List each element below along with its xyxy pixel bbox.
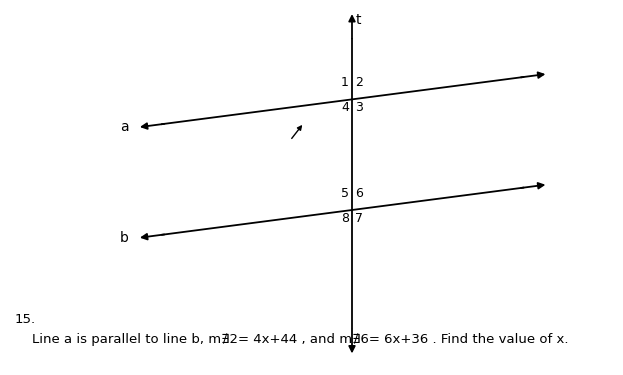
Text: 6: 6 bbox=[355, 187, 363, 200]
Text: 5: 5 bbox=[341, 187, 349, 200]
Text: 4: 4 bbox=[341, 101, 349, 114]
Text: 2: 2 bbox=[355, 76, 363, 89]
Text: t: t bbox=[356, 13, 361, 27]
Text: 1: 1 bbox=[341, 76, 349, 89]
Text: a: a bbox=[120, 120, 129, 134]
Text: 15.: 15. bbox=[15, 313, 36, 326]
Text: b: b bbox=[120, 231, 129, 245]
Text: 7: 7 bbox=[355, 212, 363, 225]
Text: Line a is parallel to line b, m∄2= 4x+44 , and m∄6= 6x+36 . Find the value of x.: Line a is parallel to line b, m∄2= 4x+44… bbox=[32, 333, 569, 346]
Text: 8: 8 bbox=[341, 212, 349, 225]
Text: 3: 3 bbox=[355, 101, 363, 114]
